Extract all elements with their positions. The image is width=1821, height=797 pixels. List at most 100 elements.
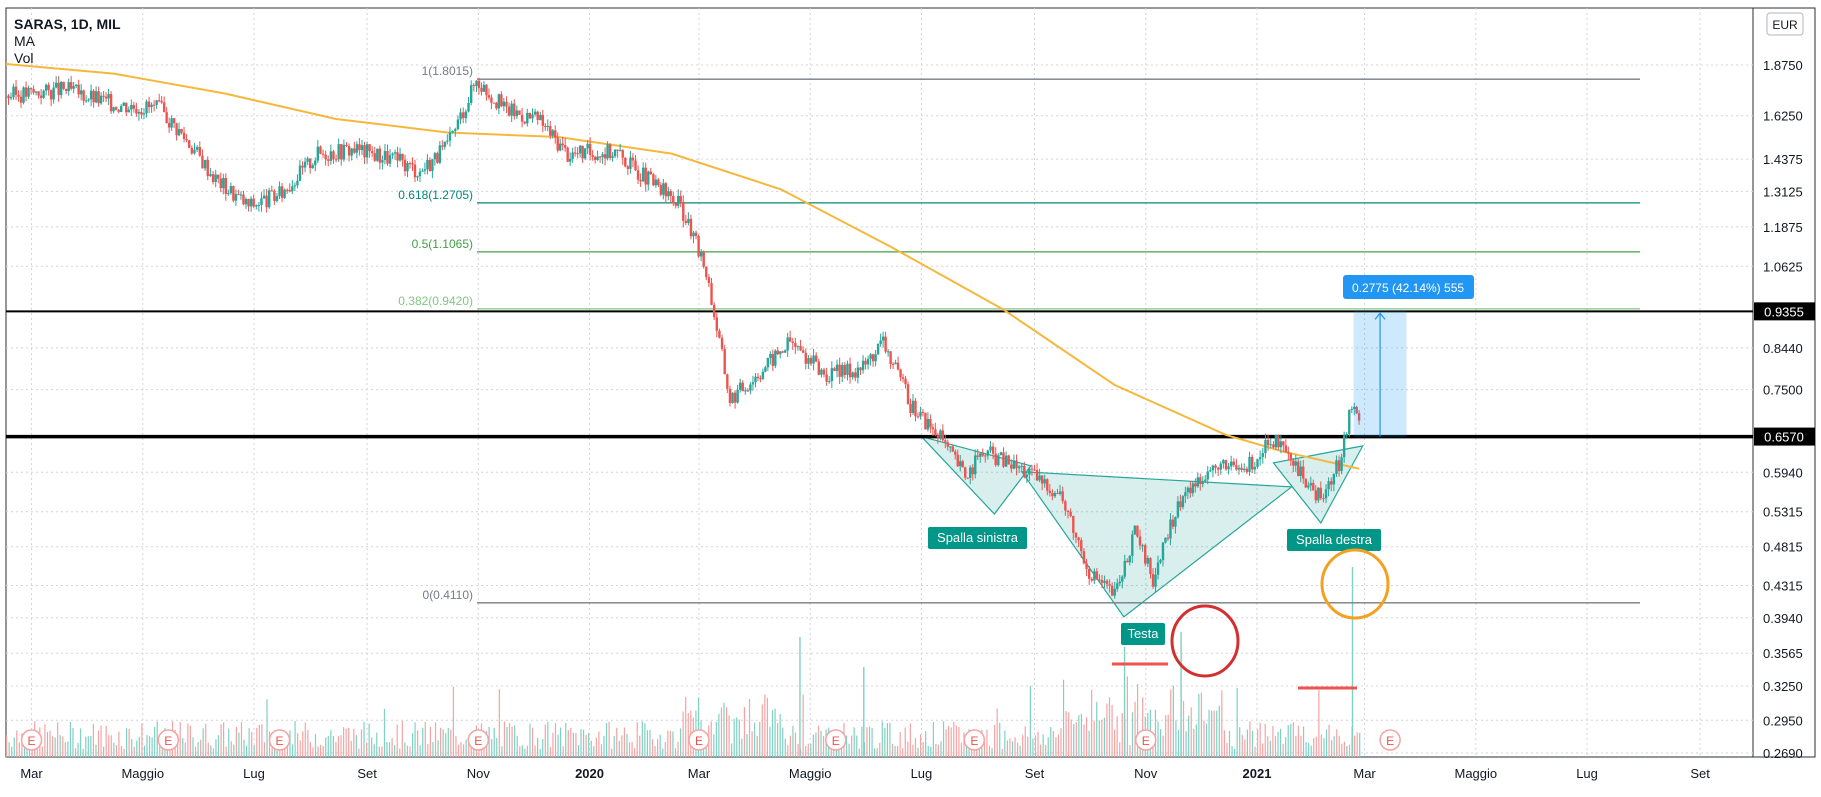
volume-bar <box>92 723 95 757</box>
candle-body <box>1176 501 1180 518</box>
volume-bar <box>1259 722 1261 757</box>
candle-body <box>47 84 50 91</box>
indicator-vol[interactable]: Vol <box>14 50 34 66</box>
volume-bar <box>861 726 863 757</box>
candle-body <box>257 204 261 206</box>
candle-body <box>1126 560 1129 563</box>
candle-body <box>500 94 503 107</box>
candle-body <box>510 103 513 116</box>
indicator-ma[interactable]: MA <box>14 33 35 49</box>
earnings-marker-label: E <box>970 734 978 748</box>
candle-body <box>1095 571 1099 580</box>
volume-bar <box>904 727 906 757</box>
candle-body <box>921 411 925 413</box>
volume-bar <box>143 745 146 757</box>
candle-body <box>319 146 322 154</box>
candle-body <box>994 453 997 466</box>
volume-bar <box>511 726 513 757</box>
volume-bar <box>897 745 899 757</box>
volume-bar <box>986 729 988 757</box>
candle-body <box>262 195 266 199</box>
volume-bar <box>419 745 421 757</box>
volume-bar <box>95 744 97 757</box>
volume-bar <box>177 734 179 757</box>
candle-body <box>1264 439 1267 454</box>
candle-body <box>1181 496 1185 508</box>
volume-bar <box>18 742 20 757</box>
candle-body <box>636 170 640 180</box>
volume-bar <box>317 746 319 757</box>
candle-body <box>57 82 60 96</box>
candle-body <box>1077 537 1080 541</box>
volume-bar <box>988 745 991 757</box>
volume-bar <box>963 732 965 757</box>
volume-bar <box>1165 715 1167 757</box>
volume-bar <box>1085 717 1088 757</box>
volume-bar <box>858 748 860 757</box>
volume-bar <box>1249 721 1251 757</box>
volume-bar <box>120 745 123 757</box>
volume-bar <box>197 741 199 757</box>
volume-bar <box>1029 686 1031 757</box>
candle-body <box>669 191 672 197</box>
volume-bar <box>856 735 858 757</box>
candle-body <box>469 85 473 103</box>
candle-body <box>505 101 508 107</box>
y-tick-label: 0.8440 <box>1763 341 1803 356</box>
candle-body <box>1010 464 1013 469</box>
volume-bar <box>1032 738 1034 757</box>
candle-body <box>332 151 335 160</box>
x-tick-label: Lug <box>1576 766 1598 781</box>
earnings-marker <box>963 729 986 751</box>
volume-bar <box>1236 687 1238 757</box>
candle-body <box>728 388 732 404</box>
volume-bar <box>1323 738 1325 757</box>
volume-bar <box>562 746 564 757</box>
candle-body <box>833 368 836 371</box>
volume-bar <box>327 736 329 757</box>
candle-body <box>830 368 834 382</box>
candle-body <box>413 164 417 178</box>
candle-body <box>495 102 498 109</box>
volume-bar <box>1136 684 1139 757</box>
volume-bar <box>223 722 225 757</box>
y-tick-label: 0.5940 <box>1763 465 1803 480</box>
volume-bar <box>1231 746 1233 757</box>
volume-bar <box>672 731 674 757</box>
candle-body <box>807 357 810 364</box>
volume-bar <box>626 733 628 757</box>
volume-bar <box>434 722 437 757</box>
candle-body <box>1061 491 1064 502</box>
volume-bar <box>62 736 64 757</box>
volume-bar <box>886 723 888 757</box>
volume-bar <box>718 713 720 757</box>
earnings-marker <box>268 729 291 751</box>
candle-body <box>487 95 491 98</box>
volume-bar <box>391 737 393 757</box>
candle-body <box>533 111 537 115</box>
volume-bar <box>572 732 574 757</box>
volume-bar <box>508 723 511 757</box>
volume-bar <box>115 745 117 757</box>
candle-body <box>1237 467 1241 470</box>
candle-body <box>1136 525 1139 537</box>
candle-body <box>1103 580 1106 583</box>
candle-body <box>1164 537 1167 543</box>
candle-body <box>52 87 55 100</box>
candle-body <box>959 461 962 467</box>
volume-bar <box>932 721 934 757</box>
volume-bar <box>447 727 449 757</box>
candle-body <box>707 277 711 284</box>
volume-bar <box>460 742 462 757</box>
volume-bar <box>332 735 334 757</box>
candle-body <box>1235 465 1238 470</box>
candle-body <box>1017 466 1021 469</box>
volume-bar <box>991 748 993 757</box>
volume-bar <box>771 710 774 757</box>
symbol-line[interactable]: SARAS, 1D, MIL <box>14 16 121 32</box>
candle-body <box>571 152 574 159</box>
volume-bar <box>595 737 597 757</box>
candle-body <box>365 144 369 158</box>
